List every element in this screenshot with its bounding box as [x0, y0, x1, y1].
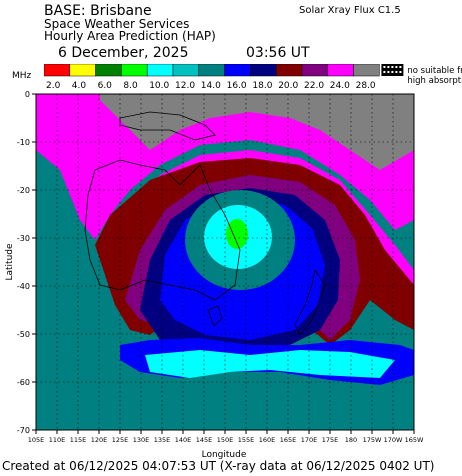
footer-created: Created at 06/12/2025 04:07:53 UT (X-ray…	[2, 459, 435, 473]
product-label: Hourly Area Prediction (HAP)	[44, 29, 216, 43]
coast-new-guinea	[119, 111, 216, 141]
lat-tick-label: 0	[25, 90, 30, 99]
legend-nodata-dot	[399, 71, 402, 73]
lon-tick-label: 135E	[154, 436, 171, 444]
zone-grey-north	[100, 94, 414, 170]
lon-tick-label: 110E	[49, 436, 66, 444]
legend-nodata-swatch	[381, 64, 404, 76]
base-label: BASE: Brisbane	[44, 3, 152, 19]
legend-label: 22.0	[304, 81, 324, 91]
lat-tick-label: -50	[17, 330, 30, 339]
legend-nodata-dot	[395, 66, 398, 68]
lat-tick-label: -10	[17, 138, 30, 147]
legend-label: 28.0	[356, 81, 376, 91]
legend-nodata-dot	[391, 71, 394, 73]
time-label: 03:56 UT	[246, 45, 310, 61]
legend-label: 24.0	[330, 81, 350, 91]
legend-label: 20.0	[278, 81, 298, 91]
legend-nodata-dot	[395, 71, 398, 73]
lat-tick-label: -40	[17, 282, 30, 291]
lat-tick-label: -60	[17, 378, 30, 387]
legend-nodata-dot	[387, 66, 390, 68]
legend-label: 18.0	[252, 81, 272, 91]
lon-tick-label: 160E	[259, 436, 276, 444]
lon-tick-label: 140E	[175, 436, 192, 444]
legend-label: 6.0	[98, 81, 113, 91]
legend-nodata-dot	[387, 71, 390, 73]
zone-cyan-south	[145, 350, 395, 378]
longitude-axis-label: Longitude	[202, 450, 247, 460]
legend-label: 10.0	[149, 81, 169, 91]
lon-tick-label: 170W	[384, 436, 403, 444]
legend-nodata-dot	[383, 71, 386, 73]
lon-tick-label: 105E	[28, 436, 45, 444]
legend-swatch	[353, 64, 380, 77]
service-label: Space Weather Services	[44, 17, 190, 31]
lon-tick-label: 175W	[363, 436, 382, 444]
legend-label: 8.0	[123, 81, 138, 91]
lon-tick-label: 165W	[405, 436, 424, 444]
legend-label: 4.0	[72, 81, 87, 91]
lon-tick-label: 175E	[322, 436, 339, 444]
lon-tick-label: 130E	[133, 436, 150, 444]
lon-tick-label: 165E	[280, 436, 297, 444]
longitude-ticks: 105E 110E 115E 120E 125E 130E 135E 140E 145E 150E…	[28, 430, 424, 444]
latitude-ticks: 0 -10 -20 -30 -40 -50 -60 -70	[17, 90, 36, 435]
coast-tasmania	[207, 305, 223, 327]
lon-tick-label: 115E	[70, 436, 87, 444]
legend-unit: MHz	[12, 71, 32, 81]
legend-label: 12.0	[175, 81, 195, 91]
lat-tick-label: -30	[17, 234, 30, 243]
lon-tick-label: 155E	[238, 436, 255, 444]
legend-nodata-dot	[383, 66, 386, 68]
lon-tick-label: 120E	[91, 436, 108, 444]
lat-tick-label: -20	[17, 186, 30, 195]
legend-label: 2.0	[46, 81, 61, 91]
lon-tick-label: 180	[345, 436, 357, 444]
legend-label: 14.0	[201, 81, 221, 91]
legend-nodata-dot	[399, 66, 402, 68]
legend-nodata-label: no suitable freq or	[407, 66, 462, 76]
legend-label: 16.0	[227, 81, 247, 91]
date-label: 6 December, 2025	[58, 45, 189, 61]
latitude-axis-label: Latitude	[5, 243, 15, 281]
lon-tick-label: 150E	[217, 436, 234, 444]
xray-flux-label: Solar Xray Flux C1.5	[299, 5, 401, 16]
lon-tick-label: 170E	[301, 436, 318, 444]
lon-tick-label: 125E	[112, 436, 129, 444]
lon-tick-label: 145E	[196, 436, 213, 444]
legend-nodata-dot	[391, 66, 394, 68]
zone-green-core	[226, 219, 248, 249]
frequency-legend: 2.0 4.0 6.0 8.0 10.0 12.0 14.0 16.0 18.0 20.0 22.0…	[44, 64, 462, 91]
coast-new-zealand	[294, 268, 326, 336]
lat-tick-label: -70	[17, 426, 30, 435]
legend-nodata-label: high absorption	[407, 76, 462, 86]
